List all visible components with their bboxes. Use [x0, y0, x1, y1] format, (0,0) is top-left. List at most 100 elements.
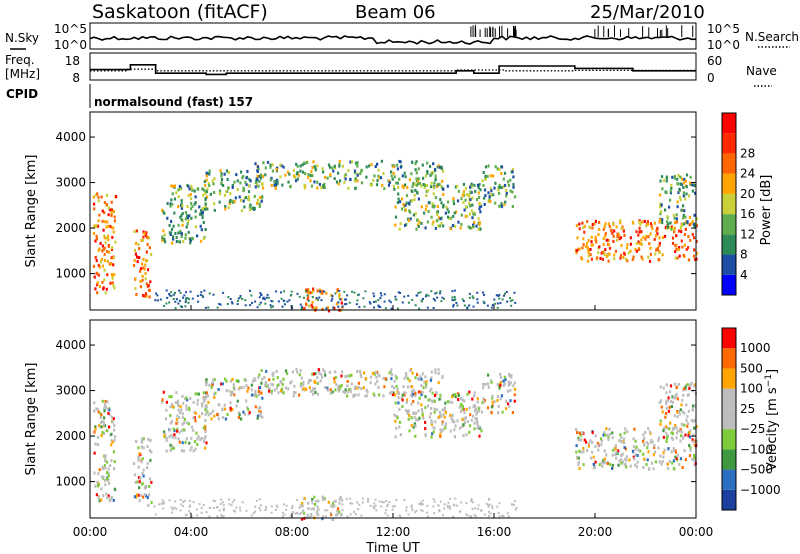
echo-cell [392, 391, 395, 395]
echo-cell [680, 208, 683, 212]
echo-cell [165, 449, 168, 453]
echo-cell [643, 436, 646, 440]
echo-cell [694, 191, 697, 195]
echo-cell [646, 458, 649, 462]
echo-cell [427, 189, 430, 193]
echo-cell [134, 252, 137, 256]
echo-cell [170, 219, 173, 223]
echo-cell [430, 376, 433, 380]
echo-cell [184, 299, 187, 302]
echo-cell [218, 302, 221, 305]
echo-cell [665, 412, 668, 415]
echo-cell [499, 381, 502, 384]
echo-cell [220, 498, 223, 501]
echo-cell [648, 259, 652, 263]
echo-cell [346, 394, 349, 398]
echo-cell [204, 435, 207, 439]
colorbar-tick-label: 8 [740, 248, 748, 262]
echo-cell [486, 406, 490, 410]
echo-cell [400, 197, 404, 201]
echo-cell [93, 224, 96, 228]
echo-cell [648, 467, 651, 471]
echo-cell [399, 222, 402, 226]
echo-cell [187, 219, 190, 223]
echo-cell [138, 452, 141, 456]
echo-cell [602, 236, 605, 240]
echo-cell [439, 217, 442, 221]
echo-cell [473, 221, 476, 224]
echo-cell [679, 182, 682, 186]
echo-cell [681, 410, 684, 414]
echo-cell [597, 444, 600, 448]
echo-cell [383, 293, 386, 296]
echo-cell [186, 222, 189, 226]
echo-cell [430, 290, 433, 293]
echo-cell [207, 413, 210, 417]
echo-cell [397, 192, 400, 196]
echo-cell [310, 508, 313, 511]
echo-cell [430, 370, 433, 374]
echo-cell [591, 431, 594, 435]
echo-cell [468, 212, 471, 216]
echo-cell [659, 419, 662, 423]
echo-cell [302, 380, 305, 384]
echo-cell [491, 303, 494, 306]
echo-cell [670, 436, 673, 440]
echo-cell [664, 208, 667, 212]
echo-cell [693, 248, 696, 252]
echo-cell [605, 427, 608, 431]
echo-cell [181, 223, 184, 227]
echo-cell [179, 509, 182, 512]
echo-cell [220, 178, 224, 181]
echo-cell [396, 181, 399, 185]
echo-cell [641, 257, 644, 261]
echo-cell [438, 509, 441, 511]
echo-cell [589, 439, 592, 443]
echo-cell [99, 416, 102, 420]
echo-cell [276, 182, 279, 185]
echo-cell [107, 481, 111, 485]
velocity-ylabel: Slant Range [km] [24, 363, 39, 476]
echo-cell [370, 183, 373, 187]
echo-cell [667, 409, 670, 413]
nave-trace [90, 68, 696, 72]
echo-cell [393, 175, 396, 179]
echo-cell [451, 224, 455, 227]
echo-cell [501, 410, 504, 414]
echo-cell [414, 212, 417, 216]
echo-cell [470, 418, 473, 422]
echo-cell [662, 435, 665, 439]
echo-cell [454, 395, 457, 399]
echo-cell [496, 306, 499, 309]
echo-cell [106, 259, 109, 263]
echo-cell [250, 514, 253, 517]
echo-cell [401, 398, 404, 402]
echo-cell [580, 438, 583, 442]
echo-cell [340, 384, 343, 388]
echo-cell [258, 506, 261, 509]
echo-cell [499, 397, 502, 401]
echo-cell [604, 222, 607, 226]
echo-cell [108, 250, 111, 254]
echo-cell [205, 383, 208, 387]
echo-cell [320, 372, 323, 376]
echo-cell [229, 393, 232, 397]
echo-cell [161, 239, 164, 243]
echo-cell [497, 411, 500, 415]
echo-cell [384, 377, 387, 381]
echo-cell [419, 375, 422, 379]
echo-cell [373, 502, 376, 505]
echo-cell [187, 301, 190, 304]
echo-cell [600, 461, 603, 465]
echo-cell [144, 272, 147, 276]
echo-cell [177, 205, 180, 209]
echo-cell [274, 187, 277, 190]
echo-cell [340, 514, 343, 517]
echo-cell [177, 401, 180, 405]
echo-cell [693, 184, 696, 188]
echo-cell [434, 299, 437, 302]
echo-cell [174, 307, 177, 310]
echo-cell [507, 402, 510, 406]
echo-cell [415, 160, 418, 164]
echo-cell [438, 224, 442, 228]
